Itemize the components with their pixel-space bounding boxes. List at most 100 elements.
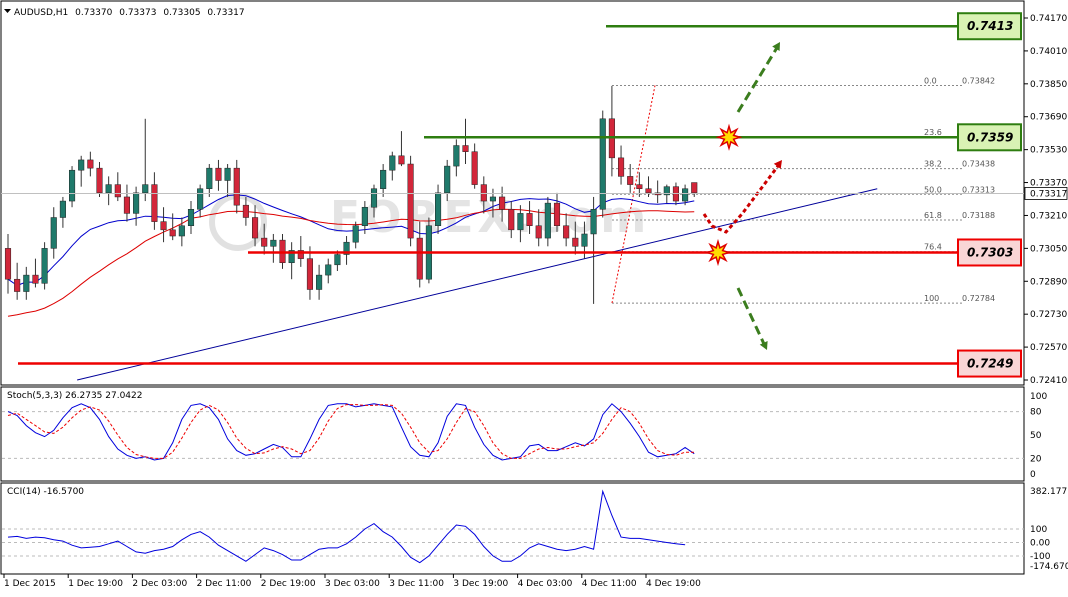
candle-bull (343, 241, 350, 255)
price-axis: 0.74170 0.74010 0.73850 0.73690 0.73530 0.733… (1, 14, 1067, 386)
header-close: 0.73317 (207, 8, 244, 18)
candle-bear (306, 258, 313, 290)
candle-bear (233, 167, 240, 206)
candle-bear (691, 182, 698, 194)
time-tick-label: 3 Dec 19:00 (453, 579, 508, 589)
candle-bear (32, 274, 39, 284)
candle-bull (59, 200, 66, 218)
candle-bear (123, 196, 131, 214)
candle-bear (553, 202, 561, 226)
candle-bear (252, 217, 259, 239)
candle-bull (187, 209, 195, 226)
fib-ratio-label: 23.6 (924, 128, 942, 137)
stoch-d-line (7, 404, 695, 459)
price-tick-label: 0.73690 (1030, 113, 1067, 123)
bearish-arrow (736, 287, 766, 345)
cci-label: CCI(14) -16.5700 (7, 487, 84, 497)
candle-bear (151, 184, 158, 222)
candle-bear (416, 237, 423, 280)
time-tick-label: 3 Dec 03:00 (325, 579, 380, 589)
candle-bear (563, 225, 570, 239)
price-tick-label: 0.73210 (1030, 211, 1067, 221)
cci-panel (0, 482, 1025, 575)
candle-bear (14, 278, 21, 292)
cci-line (7, 489, 686, 564)
cci-tick-label: -174.6702 (1030, 562, 1068, 572)
header-open: 0.73370 (75, 8, 112, 18)
header-high: 0.73373 (119, 8, 156, 18)
fib-price-label: 0.72784 (962, 294, 995, 303)
candle-bear (96, 167, 103, 194)
price-tick-label: 0.72890 (1030, 277, 1067, 287)
candle-bull (444, 165, 451, 194)
price-tick-label: 0.72570 (1030, 343, 1067, 353)
candle-bear (169, 229, 176, 237)
arrow-head-icon (759, 341, 768, 350)
fib-ratio-label: 100 (924, 294, 939, 303)
stoch-tick-label: 20 (1030, 454, 1042, 464)
candle-bear (627, 176, 634, 185)
price-tick-label: 0.72730 (1030, 310, 1067, 320)
stochastic-label: Stoch(5,3,3) 26.2735 27.0422 (7, 391, 142, 401)
candle-bull (334, 254, 341, 266)
header-low: 0.73305 (163, 8, 200, 18)
candles (4, 85, 698, 304)
arrow-head-icon (772, 42, 780, 51)
moving-averages (7, 194, 695, 317)
candle-bear (87, 159, 94, 169)
header-symbol: AUDUSD,H1 (14, 8, 68, 18)
candle-bull (105, 184, 112, 194)
candle-bull (370, 188, 378, 208)
stoch-tick-label: 0 (1030, 470, 1036, 480)
candle-bull (142, 184, 149, 194)
candle-bull (517, 213, 524, 231)
cci-tick-label: 100 (1030, 525, 1047, 535)
fib-ratio-label: 61.8 (924, 211, 942, 220)
candle-bull (380, 169, 387, 189)
candle-bull (489, 196, 496, 202)
scenario-arrows (702, 42, 782, 350)
candle-bear (535, 225, 542, 239)
candle-bear (462, 145, 469, 152)
cci-tick-label: 0.00 (1030, 538, 1050, 548)
cci-indicator: 382.177 100 0.00 -100-174.6702 (2, 487, 1068, 572)
candle-bear (398, 155, 405, 165)
stochastic-panel (0, 386, 1025, 482)
candle-bull (41, 248, 48, 284)
candle-bear (242, 204, 249, 218)
level-box-label: 0.7359 (967, 130, 1013, 144)
current-price-box (1024, 187, 1068, 200)
price-tick-label: 0.73050 (1030, 244, 1067, 254)
fib-ratio-label: 50.0 (924, 185, 942, 194)
candle-bull (325, 264, 332, 276)
candle-bear (215, 167, 222, 181)
candle-bear (297, 250, 304, 259)
candle-bear (261, 237, 268, 247)
candle-bear (407, 163, 414, 239)
candle-bear (526, 213, 533, 226)
candle-bull (389, 155, 396, 171)
fib-price-label: 0.73188 (962, 211, 995, 220)
candle-bull (224, 167, 231, 181)
level-box-resistance (957, 123, 1022, 152)
level-box-label: 0.7303 (967, 245, 1013, 259)
trendline-line (77, 188, 878, 381)
time-tick-label: 4 Dec 03:00 (518, 579, 573, 589)
candle-bull (69, 169, 76, 202)
time-tick-label: 4 Dec 19:00 (646, 579, 701, 589)
level-box-resistance (957, 12, 1022, 41)
candle-bull (361, 206, 368, 226)
stoch-k-line (7, 403, 695, 461)
candle-bear (160, 221, 167, 231)
candle-bull (197, 188, 204, 210)
candle-bull (352, 225, 359, 243)
stoch-tick-label: 80 (1030, 408, 1042, 418)
candle-bull (663, 186, 670, 196)
price-tick-label: 0.74170 (1030, 14, 1067, 24)
candle-bull (435, 192, 442, 226)
fib-price-label: 0.73313 (962, 185, 995, 194)
candle-bull (23, 274, 30, 292)
fib-diagonal (611, 85, 656, 304)
candle-bull (599, 118, 606, 210)
